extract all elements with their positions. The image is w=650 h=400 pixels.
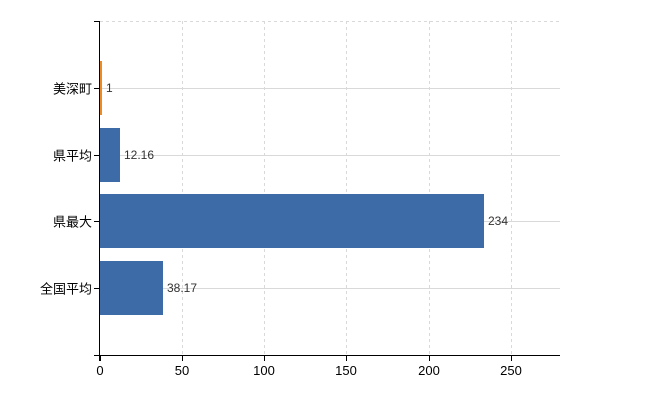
gridline-vertical (264, 21, 265, 355)
value-label-1: 12.16 (124, 148, 155, 162)
x-axis-tick (346, 355, 347, 361)
gridline-horizontal (100, 88, 560, 89)
y-axis-line (99, 21, 100, 361)
x-axis-tick (264, 355, 265, 361)
value-label-0: 1 (106, 81, 113, 95)
y-axis-tick (94, 221, 100, 222)
bar-2 (100, 194, 484, 248)
x-tick-label-2: 100 (253, 363, 275, 378)
bar-3 (100, 261, 163, 315)
x-axis-tick (100, 355, 101, 361)
y-axis-tick (94, 288, 100, 289)
value-label-3: 38.17 (167, 281, 198, 295)
x-tick-label-0: 0 (96, 363, 104, 378)
category-label-3: 全国平均 (39, 281, 92, 297)
bar-0 (100, 61, 102, 115)
x-tick-label-1: 50 (174, 363, 190, 378)
x-axis-tick (182, 355, 183, 361)
gridline-horizontal (100, 288, 560, 289)
value-label-2: 234 (488, 214, 509, 228)
category-label-0: 美深町 (52, 81, 92, 97)
x-axis-line (94, 355, 560, 356)
x-tick-label-3: 150 (335, 363, 357, 378)
x-axis-tick (429, 355, 430, 361)
gridline-horizontal (100, 155, 560, 156)
y-axis-tick (94, 155, 100, 156)
category-label-2: 県最大 (52, 214, 92, 230)
y-axis-tick (94, 21, 100, 22)
gridline-vertical (511, 21, 512, 355)
category-label-1: 県平均 (52, 148, 92, 164)
x-tick-label-5: 250 (500, 363, 522, 378)
gridline-vertical (429, 21, 430, 355)
gridline-vertical (182, 21, 183, 355)
gridline-vertical (346, 21, 347, 355)
x-tick-label-4: 200 (418, 363, 440, 378)
x-axis-tick (511, 355, 512, 361)
y-axis-tick (94, 88, 100, 89)
bar-1 (100, 128, 120, 182)
plot-top-border (100, 21, 560, 22)
